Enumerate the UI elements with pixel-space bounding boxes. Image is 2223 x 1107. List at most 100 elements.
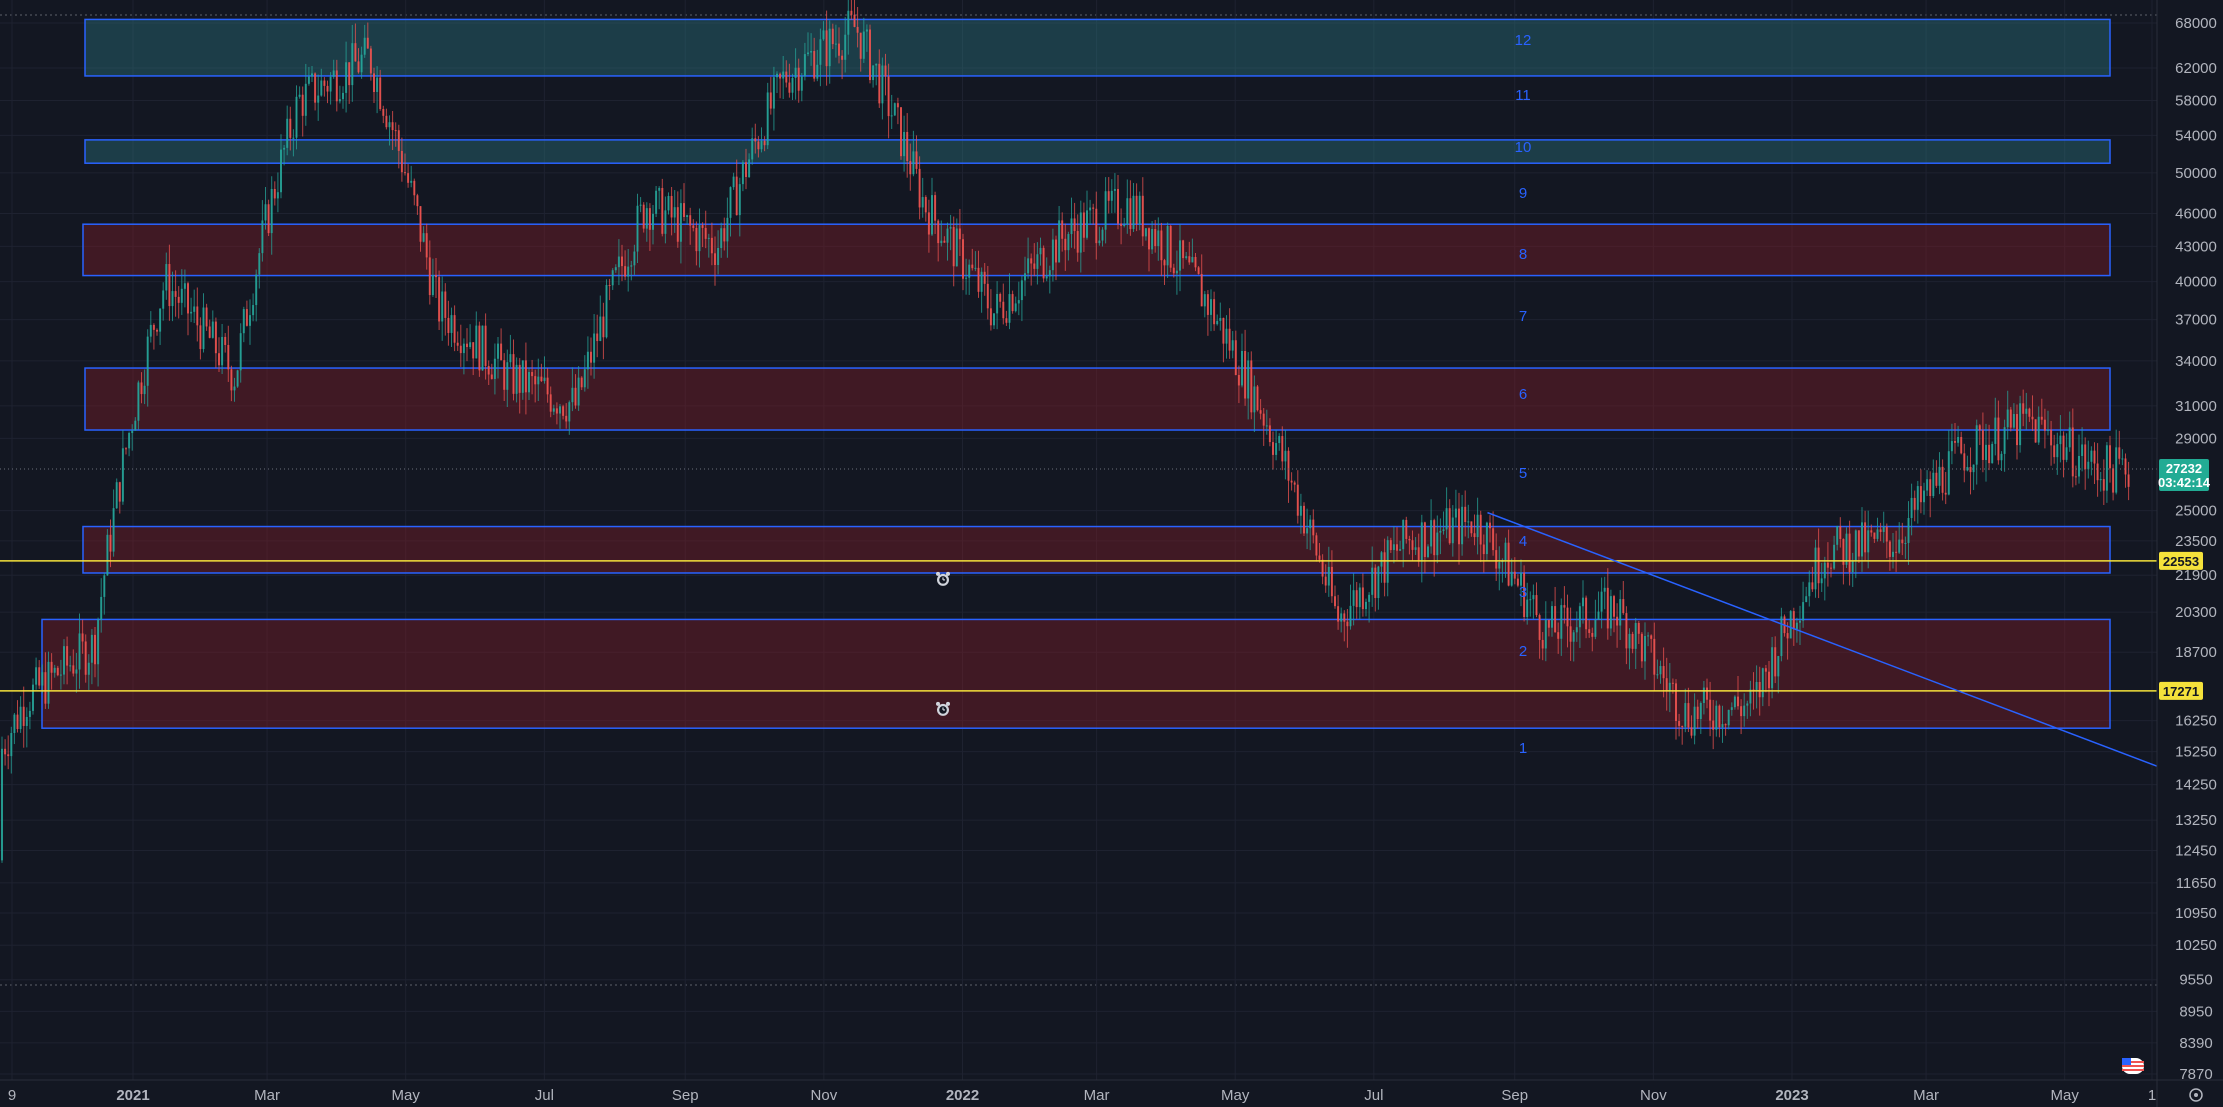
candle-body	[400, 150, 403, 173]
candle-body	[1749, 689, 1752, 704]
candle-body	[304, 83, 307, 116]
candle-body	[1634, 622, 1637, 649]
candle-body	[1563, 605, 1566, 608]
candle-body	[497, 343, 499, 359]
zone-label-11: 11	[1515, 87, 1531, 104]
candle-body	[1712, 720, 1715, 730]
alarm-clock-icon	[936, 571, 950, 586]
candle-body	[531, 372, 534, 377]
candle-body	[1343, 613, 1346, 622]
price-tick-label: 54000	[2175, 127, 2217, 144]
candle-body	[2019, 403, 2022, 446]
candle-body	[794, 67, 797, 78]
candle-body	[779, 73, 782, 79]
candle-body	[159, 308, 162, 332]
candle-body	[500, 343, 503, 361]
candle-body	[1935, 472, 1938, 486]
candle-body	[87, 662, 90, 675]
time-tick-label: Nov	[811, 1087, 838, 1104]
candle-body	[655, 190, 658, 214]
flag-canton	[2122, 1058, 2131, 1065]
candle-body	[977, 267, 980, 292]
candle-body	[1402, 519, 1405, 550]
zone-box-2	[41, 618, 2111, 729]
candle-body	[1597, 611, 1600, 620]
price-tick-label: 62000	[2175, 60, 2217, 77]
candle-body	[338, 99, 341, 102]
candle-body	[1479, 514, 1482, 545]
candle-body	[419, 206, 422, 242]
candle-body	[19, 706, 22, 730]
candle-body	[2003, 427, 2006, 454]
price-tick-label: 8950	[2179, 1003, 2212, 1020]
candle-body	[1938, 466, 1941, 486]
candle-body	[1107, 191, 1110, 201]
candle-body	[84, 641, 87, 675]
candle-body	[41, 672, 44, 686]
candle-body	[1281, 436, 1284, 462]
candle-body	[1755, 682, 1758, 692]
candle-body	[1157, 230, 1160, 247]
candle-body	[1309, 519, 1312, 529]
price-tick-label: 9550	[2179, 972, 2212, 989]
candle-body	[1458, 508, 1460, 545]
candle-body	[1969, 467, 1972, 473]
candle-body	[1526, 599, 1529, 618]
candle-body	[2006, 409, 2009, 428]
candle-body	[1640, 633, 1643, 662]
candle-body	[2124, 458, 2127, 475]
candle-body	[2109, 445, 2111, 469]
candle-body	[1454, 508, 1457, 518]
trendline[interactable]	[1487, 511, 2158, 767]
candle-body	[13, 714, 16, 733]
candle-body	[1774, 647, 1777, 677]
candle-body	[28, 710, 31, 717]
candle-body	[1470, 521, 1473, 534]
candle-body	[1836, 526, 1839, 545]
candle-body	[785, 71, 788, 83]
candle-body	[1898, 539, 1901, 553]
candle-body	[53, 667, 56, 673]
zone-label-2: 2	[1519, 643, 1527, 660]
candle-body	[1275, 443, 1278, 455]
candle-body	[1151, 229, 1154, 250]
candle-body	[1932, 472, 1935, 497]
candle-body	[1907, 518, 1910, 543]
candle-body	[738, 184, 741, 216]
candle-body	[1805, 596, 1808, 603]
candle-body	[2022, 403, 2025, 414]
candle-body	[376, 77, 379, 92]
candle-body	[466, 343, 468, 348]
candle-body	[431, 275, 434, 296]
price-tick-label: 13250	[2175, 812, 2217, 829]
price-tick-label: 34000	[2175, 353, 2217, 370]
candle-body	[645, 208, 648, 229]
candle-body	[1923, 490, 1925, 503]
candle-body	[1086, 210, 1088, 238]
price-axis[interactable]: 68000 62000 58000 54000 50000 46000 43000 40000…	[2156, 0, 2217, 1107]
candle-body	[698, 225, 701, 252]
time-tick-label: Sep	[1501, 1087, 1528, 1104]
time-axis[interactable]: 9 2021 Mar May Jul Sep Nov 2022 Mar May Jul Sep Nov 2…	[0, 1079, 2223, 1104]
candle-body	[1371, 567, 1374, 595]
candle-body	[683, 203, 685, 217]
candle-body	[2028, 408, 2031, 417]
candle-body	[38, 667, 41, 686]
candle-body	[348, 62, 351, 86]
candle-body	[652, 213, 654, 230]
candle-body	[2050, 429, 2053, 446]
candle-body	[1913, 497, 1916, 510]
candle-body	[1764, 668, 1767, 672]
candle-body	[1594, 619, 1597, 637]
candle-body	[605, 284, 608, 338]
candle-body	[1876, 529, 1879, 539]
candle-body	[1334, 596, 1336, 607]
candle-body	[735, 176, 738, 216]
candle-body	[202, 307, 205, 350]
candle-body	[1278, 436, 1281, 444]
candle-body	[1467, 521, 1470, 523]
candle-body	[1244, 350, 1247, 399]
candle-body	[1885, 526, 1888, 542]
candle-body	[1541, 639, 1544, 649]
